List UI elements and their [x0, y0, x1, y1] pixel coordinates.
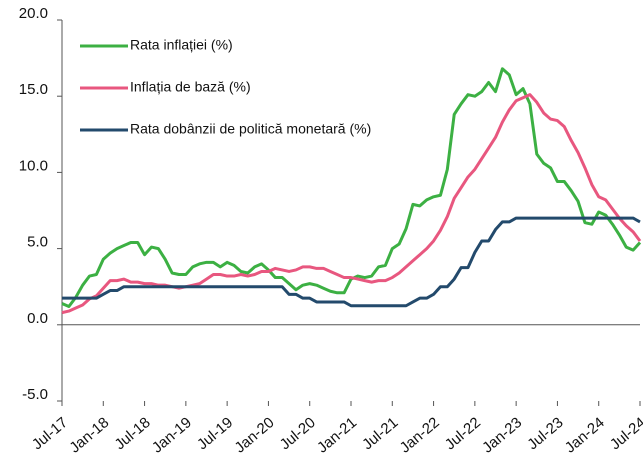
x-tick-label: Jan-24	[562, 414, 608, 457]
x-tick-label: Jul-24	[607, 414, 643, 453]
legend-label: Rata dobânzii de politică monetară (%)	[130, 121, 371, 137]
x-tick-label: Jul-17	[29, 414, 71, 453]
legend-label: Inflația de bază (%)	[130, 79, 251, 95]
x-tick-label: Jul-20	[277, 414, 319, 453]
x-tick-label: Jul-21	[359, 414, 401, 453]
x-tick-label: Jan-20	[231, 414, 277, 457]
series-line	[61, 67, 642, 309]
x-tick-label: Jul-19	[194, 414, 236, 453]
legend-label: Rata inflației (%)	[130, 37, 233, 53]
x-tick-label: Jan-23	[479, 414, 525, 457]
x-tick-label: Jan-22	[397, 414, 443, 457]
x-tick-label: Jul-22	[442, 414, 484, 453]
y-tick-label: 5.0	[27, 234, 48, 251]
y-tick-label: 20.0	[19, 5, 48, 22]
y-tick-label: 10.0	[19, 157, 48, 174]
x-tick-label: Jul-23	[524, 414, 566, 453]
y-tick-label: -5.0	[22, 386, 48, 403]
y-tick-label: 15.0	[19, 81, 48, 98]
x-tick-label: Jan-21	[314, 414, 360, 457]
series-line	[62, 216, 641, 308]
x-tick-label: Jul-18	[111, 414, 153, 453]
y-tick-label: 0.0	[27, 310, 48, 327]
series-line	[61, 93, 642, 315]
x-tick-label: Jan-18	[66, 414, 112, 457]
x-tick-label: Jan-19	[149, 414, 195, 457]
